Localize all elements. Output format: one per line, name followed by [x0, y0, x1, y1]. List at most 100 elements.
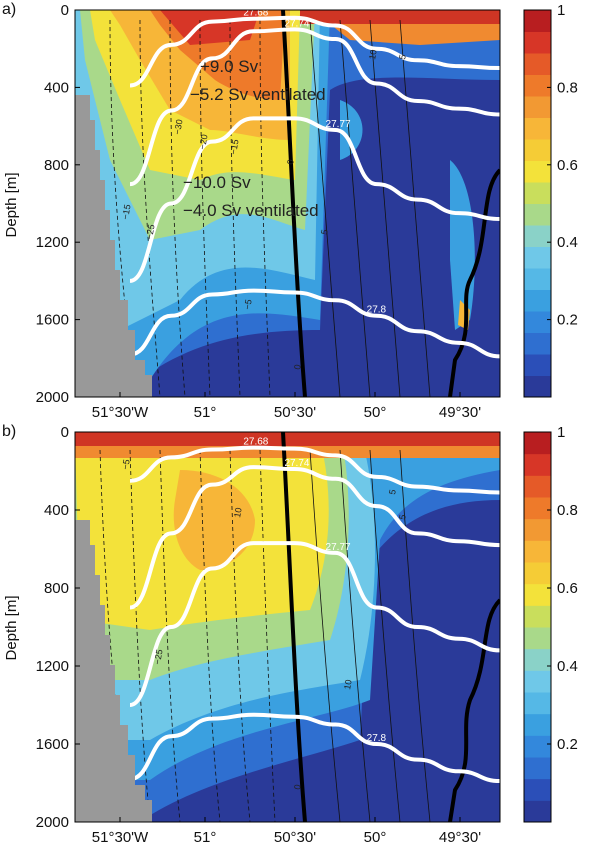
colorbar-segment — [524, 117, 551, 140]
contour-label: −15 — [228, 139, 241, 156]
isopycnal-line — [129, 712, 500, 784]
y-tick-label: 800 — [44, 580, 69, 597]
colorbar-label: 1 — [557, 424, 565, 441]
colorbar-segment — [524, 225, 551, 247]
colorbar-segment — [524, 268, 551, 290]
x-tick-label: 51° — [194, 404, 217, 421]
x-ticks-b: 51°30'W 51° 50°30' 50° 49°30' — [92, 817, 481, 846]
colorbar-segment — [524, 518, 551, 541]
colorbar-segment — [524, 692, 551, 715]
contour-label: −30 — [172, 119, 185, 136]
x-tick-label: 50° — [364, 829, 387, 846]
contour-label: −25 — [152, 649, 165, 666]
colorbar-segment — [524, 562, 551, 585]
y-tick-label: 1600 — [36, 736, 69, 753]
topography-a — [75, 95, 152, 397]
edge-line-b — [448, 598, 500, 822]
y-ticks-b: 0 400 800 1200 1600 2000 — [36, 424, 80, 831]
panel-b: 27.68 27.74 27.77 27.8 −5 10 −25 5 10 5 0 b… — [2, 423, 501, 846]
contour-label: 0 — [292, 784, 303, 791]
y-axis-label-b: Depth [m] — [3, 595, 20, 660]
colorbar-segment — [524, 10, 551, 32]
colorbar-segment — [524, 96, 551, 118]
contour-label: 10 — [232, 507, 244, 519]
isopycnal-label: 27.8 — [367, 733, 387, 744]
heatmap-a: 27.68 27.74 27.77 27.8 +9.0 Sv −5.2 Sv vent… — [75, 8, 500, 397]
y-tick-label: 400 — [44, 502, 69, 519]
isopycnal-label: 27.77 — [326, 542, 351, 553]
x-tick-label: 51° — [194, 829, 217, 846]
edge-line-a — [448, 168, 500, 397]
annotation-ventilated-2: −4.0 Sv ventilated — [183, 201, 319, 220]
contour-label: 0 — [285, 159, 296, 166]
x-ticks-a: 51°30'W 51° 50°30' 50° 49°30' — [92, 392, 481, 421]
colorbar-segment — [524, 583, 551, 606]
x-tick-label: 51°30'W — [92, 829, 149, 846]
colorbar-segment — [524, 203, 551, 226]
contour-label: 5 — [387, 489, 398, 496]
colorbar-a: 1 0.8 0.6 0.4 0.2 — [523, 2, 578, 398]
colorbar-segment — [524, 53, 551, 75]
isopycnal-line — [129, 445, 500, 495]
colorbar-segment — [524, 160, 551, 183]
colorbar-segment — [524, 74, 551, 97]
colorbar-segment — [524, 540, 551, 563]
contour-label: 10 — [367, 49, 379, 61]
colorbar-label: 0.2 — [557, 312, 578, 329]
colorbar-label: 1 — [557, 2, 565, 19]
y-tick-label: 0 — [61, 424, 69, 441]
colorbar-segment — [524, 311, 551, 333]
colorbar-segment — [524, 475, 551, 498]
contour-label: 10 — [342, 679, 354, 691]
heatmap-b: 27.68 27.74 27.77 27.8 −5 10 −25 5 10 5 0 — [75, 432, 500, 822]
colorbar-segment — [524, 735, 551, 758]
colorbar-segment — [524, 432, 551, 455]
isopycnal-line — [129, 541, 500, 707]
zero-line-a — [281, 10, 307, 397]
y-axis-label-a: Depth [m] — [3, 172, 20, 237]
colorbar-label: 0.8 — [557, 79, 578, 96]
y-tick-label: 800 — [44, 157, 69, 174]
colorbar-label: 0.2 — [557, 736, 578, 753]
isopycnal-line — [129, 288, 500, 359]
annotation-transport-1: +9.0 Sv — [200, 57, 259, 76]
y-tick-label: 400 — [44, 79, 69, 96]
panel-label-a: a) — [2, 1, 16, 18]
contour-label: −5 — [242, 299, 254, 311]
x-tick-label: 49°30' — [439, 404, 481, 421]
colorbar-label: 0.6 — [557, 157, 578, 174]
isopycnal-label: 27.68 — [243, 8, 268, 19]
colorbar-segment — [524, 246, 551, 269]
isopycnals-b: 27.68 27.74 27.77 27.8 — [129, 437, 500, 784]
colorbar-label: 0.8 — [557, 502, 578, 519]
colorbar-segment — [524, 713, 551, 736]
colorbar-segment — [524, 800, 551, 823]
colorbar-segment — [524, 289, 551, 312]
x-tick-label: 51°30'W — [92, 404, 149, 421]
colorbar-label: 0.4 — [557, 234, 578, 251]
colorbar-frame — [523, 9, 552, 398]
isopycnal-line — [129, 15, 500, 88]
colorbar-b: 1 0.8 0.6 0.4 0.2 — [523, 424, 578, 823]
contour-label: −20 — [197, 134, 210, 151]
annotation-ventilated-1: −5.2 Sv ventilated — [190, 85, 326, 104]
y-tick-label: 1600 — [36, 312, 69, 329]
zero-line-b — [281, 432, 307, 822]
y-ticks-a: 0 400 800 1200 1600 2000 — [36, 2, 80, 406]
y-tick-label: 1200 — [36, 234, 69, 251]
x-tick-label: 50°30' — [274, 404, 316, 421]
contour-label: 5 — [397, 54, 408, 61]
isopycnal-label: 27.74 — [284, 458, 309, 469]
plot-frame-a — [74, 9, 501, 398]
colorbar-segment — [524, 375, 551, 398]
colorbar-segment — [524, 757, 551, 780]
x-tick-label: 50°30' — [274, 829, 316, 846]
colorbar-segment — [524, 648, 551, 671]
x-tick-label: 50° — [364, 404, 387, 421]
contour-label: 5 — [397, 514, 408, 521]
colorbar-segment — [524, 453, 551, 476]
colorbar-segment — [524, 670, 551, 693]
panel-a: 27.68 27.74 27.77 27.8 +9.0 Sv −5.2 Sv vent… — [2, 1, 501, 421]
colorbar-segment — [524, 354, 551, 376]
